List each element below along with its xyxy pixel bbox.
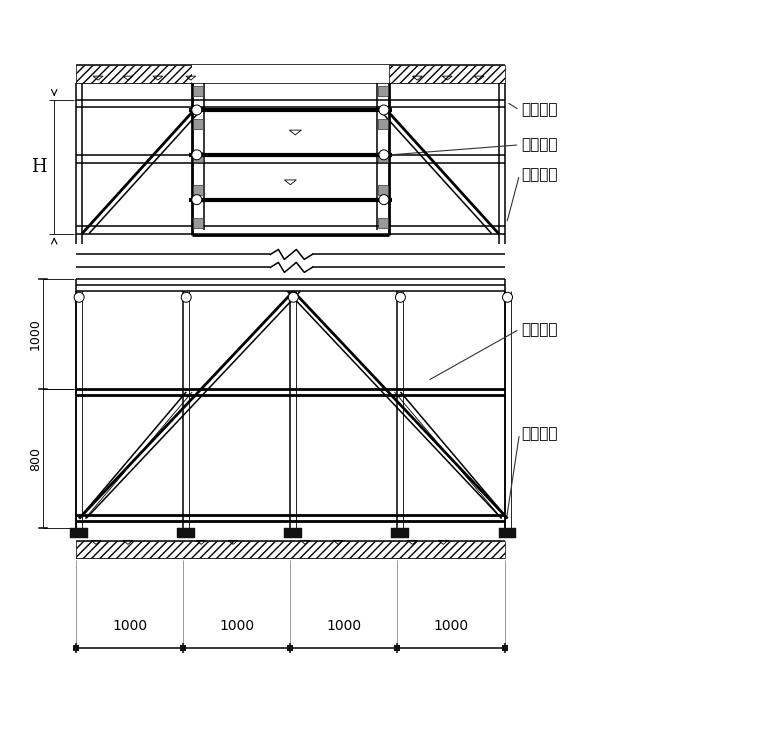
Bar [378,152,388,161]
Bar [287,645,293,651]
Circle shape [502,292,512,302]
Bar [394,645,401,651]
Bar [284,528,302,539]
Bar [180,645,186,651]
Circle shape [192,150,201,160]
Bar [378,217,388,228]
Text: 框梁旜撑: 框梁旜撑 [521,103,558,118]
Text: 支撑垫板: 支撑垫板 [521,426,558,441]
Bar [378,86,388,96]
Text: 加固旜撑: 加固旜撑 [521,321,558,337]
Bar [378,119,388,129]
Text: 1000: 1000 [112,619,147,633]
Text: 1000: 1000 [326,619,362,633]
Circle shape [192,105,201,115]
Bar [391,528,410,539]
Circle shape [395,292,405,302]
Bar [378,185,388,195]
Circle shape [181,292,192,302]
Bar [193,217,203,228]
Bar [76,65,192,83]
Bar [73,645,79,651]
Bar [502,645,508,651]
Circle shape [192,195,201,205]
Text: 1000: 1000 [219,619,255,633]
Circle shape [379,150,389,160]
Bar [177,528,195,539]
Bar [193,86,203,96]
Text: 800: 800 [29,446,42,471]
Circle shape [379,195,389,205]
Bar [70,528,88,539]
Circle shape [379,105,389,115]
Text: 对拉丝杆: 对拉丝杆 [521,138,558,153]
Bar [389,65,505,83]
Text: H: H [31,158,47,176]
Text: 1000: 1000 [433,619,469,633]
Bar [193,119,203,129]
Bar [193,152,203,161]
Bar [499,528,517,539]
Bar [193,185,203,195]
Text: 1000: 1000 [29,318,42,350]
Circle shape [288,292,299,302]
Bar [192,65,389,83]
Bar [76,542,505,558]
Text: 加固锂管: 加固锂管 [521,167,558,182]
Circle shape [74,292,84,302]
